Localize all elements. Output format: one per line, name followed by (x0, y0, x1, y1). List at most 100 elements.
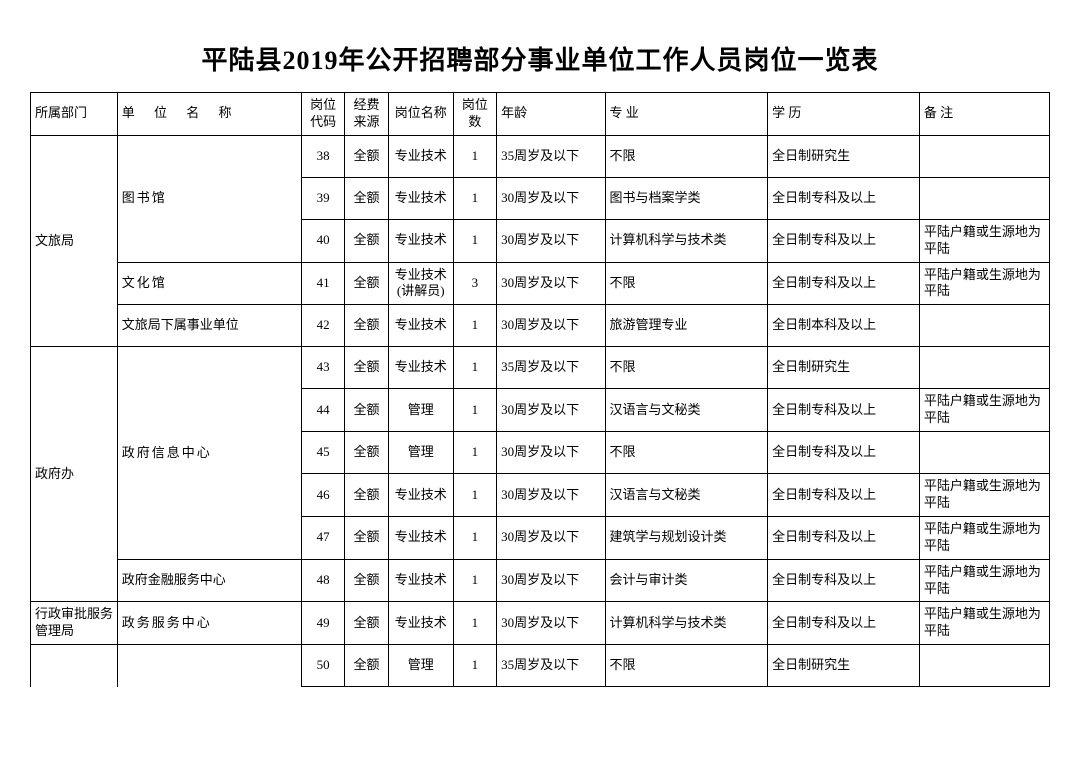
cell-unit: 图书馆 (117, 135, 301, 262)
cell-major: 不限 (605, 262, 768, 305)
cell-edu: 全日制专科及以上 (768, 516, 920, 559)
cell-edu: 全日制研究生 (768, 347, 920, 389)
table-row: 文化馆 41 全额 专业技术(讲解员) 3 30周岁及以下 不限 全日制专科及以… (31, 262, 1050, 305)
cell-age: 30周岁及以下 (497, 432, 605, 474)
cell-edu: 全日制本科及以上 (768, 305, 920, 347)
cell-pos: 专业技术 (388, 347, 453, 389)
cell-unit: 政府信息中心 (117, 347, 301, 559)
cell-major: 会计与审计类 (605, 559, 768, 602)
cell-code: 38 (302, 135, 345, 177)
table-row: 文旅局 图书馆 38 全额 专业技术 1 35周岁及以下 不限 全日制研究生 (31, 135, 1050, 177)
cell-edu: 全日制研究生 (768, 135, 920, 177)
cell-age: 30周岁及以下 (497, 177, 605, 219)
cell-fund: 全额 (345, 135, 388, 177)
cell-fund: 全额 (345, 347, 388, 389)
cell-fund: 全额 (345, 474, 388, 517)
cell-note (919, 305, 1049, 347)
cell-edu: 全日制专科及以上 (768, 474, 920, 517)
cell-cnt: 1 (453, 474, 496, 517)
cell-edu: 全日制专科及以上 (768, 262, 920, 305)
cell-note: 平陆户籍或生源地为平陆 (919, 262, 1049, 305)
table-header-row: 所属部门 单 位 名 称 岗位代码 经费来源 岗位名称 岗位数 年龄 专 业 学… (31, 93, 1050, 136)
cell-fund: 全额 (345, 305, 388, 347)
cell-pos: 专业技术 (388, 559, 453, 602)
cell-code: 45 (302, 432, 345, 474)
cell-major: 旅游管理专业 (605, 305, 768, 347)
table-row: 政府办 政府信息中心 43 全额 专业技术 1 35周岁及以下 不限 全日制研究… (31, 347, 1050, 389)
cell-pos: 专业技术 (388, 305, 453, 347)
page-title: 平陆县2019年公开招聘部分事业单位工作人员岗位一览表 (30, 40, 1050, 77)
cell-age: 30周岁及以下 (497, 389, 605, 432)
cell-pos: 专业技术 (388, 135, 453, 177)
cell-code: 49 (302, 602, 345, 645)
header-fund: 经费来源 (345, 93, 388, 136)
cell-pos: 管理 (388, 645, 453, 687)
cell-cnt: 1 (453, 389, 496, 432)
cell-age: 35周岁及以下 (497, 135, 605, 177)
cell-pos: 专业技术 (388, 219, 453, 262)
cell-code: 42 (302, 305, 345, 347)
cell-edu: 全日制专科及以上 (768, 559, 920, 602)
cell-fund: 全额 (345, 559, 388, 602)
cell-unit (117, 645, 301, 687)
cell-major: 不限 (605, 645, 768, 687)
cell-age: 30周岁及以下 (497, 219, 605, 262)
cell-fund: 全额 (345, 177, 388, 219)
cell-edu: 全日制专科及以上 (768, 432, 920, 474)
cell-cnt: 1 (453, 516, 496, 559)
cell-note (919, 135, 1049, 177)
cell-code: 44 (302, 389, 345, 432)
cell-code: 39 (302, 177, 345, 219)
cell-note: 平陆户籍或生源地为平陆 (919, 389, 1049, 432)
cell-cnt: 1 (453, 645, 496, 687)
header-pos: 岗位名称 (388, 93, 453, 136)
table-row: 50 全额 管理 1 35周岁及以下 不限 全日制研究生 (31, 645, 1050, 687)
cell-code: 40 (302, 219, 345, 262)
cell-age: 35周岁及以下 (497, 645, 605, 687)
cell-note: 平陆户籍或生源地为平陆 (919, 516, 1049, 559)
cell-edu: 全日制专科及以上 (768, 389, 920, 432)
cell-code: 41 (302, 262, 345, 305)
table-row: 政府金融服务中心 48 全额 专业技术 1 30周岁及以下 会计与审计类 全日制… (31, 559, 1050, 602)
cell-dept: 行政审批服务管理局 (31, 602, 118, 645)
cell-note: 平陆户籍或生源地为平陆 (919, 602, 1049, 645)
cell-pos: 专业技术(讲解员) (388, 262, 453, 305)
cell-edu: 全日制专科及以上 (768, 219, 920, 262)
cell-major: 计算机科学与技术类 (605, 602, 768, 645)
header-dept: 所属部门 (31, 93, 118, 136)
cell-edu: 全日制专科及以上 (768, 602, 920, 645)
cell-age: 30周岁及以下 (497, 516, 605, 559)
cell-pos: 管理 (388, 432, 453, 474)
cell-fund: 全额 (345, 432, 388, 474)
cell-fund: 全额 (345, 389, 388, 432)
cell-note: 平陆户籍或生源地为平陆 (919, 474, 1049, 517)
cell-fund: 全额 (345, 262, 388, 305)
header-major: 专 业 (605, 93, 768, 136)
cell-unit: 政府金融服务中心 (117, 559, 301, 602)
cell-note: 平陆户籍或生源地为平陆 (919, 219, 1049, 262)
cell-age: 35周岁及以下 (497, 347, 605, 389)
cell-major: 汉语言与文秘类 (605, 474, 768, 517)
cell-age: 30周岁及以下 (497, 262, 605, 305)
cell-major: 不限 (605, 432, 768, 474)
cell-unit: 文化馆 (117, 262, 301, 305)
cell-cnt: 1 (453, 219, 496, 262)
cell-age: 30周岁及以下 (497, 474, 605, 517)
cell-edu: 全日制专科及以上 (768, 177, 920, 219)
cell-cnt: 1 (453, 135, 496, 177)
cell-code: 50 (302, 645, 345, 687)
cell-cnt: 3 (453, 262, 496, 305)
cell-cnt: 1 (453, 347, 496, 389)
cell-major: 计算机科学与技术类 (605, 219, 768, 262)
cell-fund: 全额 (345, 645, 388, 687)
cell-pos: 专业技术 (388, 474, 453, 517)
cell-code: 48 (302, 559, 345, 602)
cell-cnt: 1 (453, 559, 496, 602)
cell-major: 图书与档案学类 (605, 177, 768, 219)
header-age: 年龄 (497, 93, 605, 136)
cell-fund: 全额 (345, 219, 388, 262)
table-row: 行政审批服务管理局 政务服务中心 49 全额 专业技术 1 30周岁及以下 计算… (31, 602, 1050, 645)
cell-dept: 政府办 (31, 347, 118, 602)
header-edu: 学 历 (768, 93, 920, 136)
recruitment-table: 所属部门 单 位 名 称 岗位代码 经费来源 岗位名称 岗位数 年龄 专 业 学… (30, 92, 1050, 687)
